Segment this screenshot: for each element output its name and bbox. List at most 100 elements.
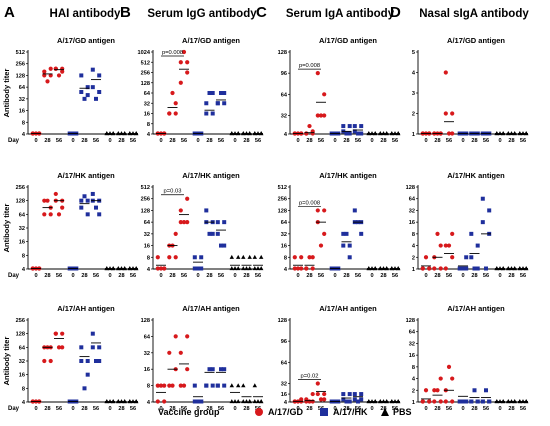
data-point-a17hk <box>464 255 469 260</box>
data-point-a17hk <box>94 205 98 210</box>
x-tick-label: 28 <box>380 138 386 144</box>
data-point-pbs <box>252 383 257 388</box>
data-point-pbs <box>244 266 249 271</box>
y-tick-label: 16 <box>144 244 150 250</box>
x-tick-label: 56 <box>520 406 526 412</box>
data-point-a17gd <box>56 212 62 217</box>
y-tick-label: 32 <box>19 226 25 232</box>
y-tick-label: 8 <box>22 386 25 392</box>
data-point-a17hk <box>472 388 477 393</box>
data-point-a17gd <box>420 266 425 271</box>
data-point-a17hk <box>222 91 227 95</box>
x-tick-label: 56 <box>392 273 398 279</box>
day-label: Day <box>8 138 20 144</box>
y-tick-label: 64 <box>409 330 416 336</box>
data-point-a17gd <box>322 391 327 397</box>
panels: A/17/GD antigen Antibody titer 4 8 16 32 64 128… <box>2 36 529 412</box>
data-point-a17hk <box>347 255 352 260</box>
data-point-a17gd <box>53 331 58 336</box>
data-point-a17gd <box>181 383 187 388</box>
y-tick-label: 256 <box>16 62 25 68</box>
data-point-a17gd <box>162 266 167 271</box>
data-point-a17hk <box>480 399 485 404</box>
x-tick-label: 56 <box>56 406 62 412</box>
data-point-a17gd <box>48 358 53 364</box>
data-point-a17hk <box>210 383 215 388</box>
y-tick-label: 32 <box>409 341 415 347</box>
data-point-a17gd <box>167 111 172 116</box>
y-tick-label: 512 <box>141 60 150 66</box>
data-point-a17hk <box>487 208 492 213</box>
y-tick-label: 4 <box>284 400 288 406</box>
data-point-a17hk <box>469 399 474 404</box>
data-point-a17hk <box>359 392 364 397</box>
day-label: Day <box>8 273 20 279</box>
data-point-a17hk <box>97 345 102 350</box>
y-tick-label: 128 <box>141 318 150 324</box>
x-tick-label: 0 <box>461 138 464 144</box>
data-point-a17gd <box>178 80 183 85</box>
data-point-pbs <box>259 399 264 404</box>
panel-D3: A/17/AH antigen 1 2 4 8 16 32 64 128 0 28 56 0 28 56 0 2… <box>406 304 529 412</box>
data-point-a17gd <box>158 383 164 388</box>
y-tick-label: 32 <box>409 208 415 214</box>
x-tick-label: 0 <box>159 406 162 412</box>
data-point-a17gd <box>432 399 437 404</box>
x-tick-label: 28 <box>206 273 212 279</box>
y-tick-label: 16 <box>409 353 415 359</box>
x-tick-label: 0 <box>333 273 336 279</box>
x-tick-label: 56 <box>355 406 361 412</box>
data-point-a17hk <box>79 90 84 95</box>
x-tick-label: 28 <box>44 273 50 279</box>
x-tick-label: 0 <box>461 273 464 279</box>
data-point-a17gd <box>181 220 187 225</box>
x-tick-label: 56 <box>181 406 187 412</box>
data-point-pbs <box>241 254 246 259</box>
x-tick-label: 28 <box>306 406 312 412</box>
data-point-a17hk <box>341 231 346 236</box>
panel-subtitle: A/17/GD antigen <box>182 36 240 45</box>
panel-D2: A/17/HK antigen 1 2 4 8 16 32 64 128 0 28 56 0 28 56 0 2… <box>406 171 529 279</box>
x-tick-label: 56 <box>130 138 136 144</box>
y-tick-label: 128 <box>278 208 287 214</box>
data-point-a17hk <box>475 399 480 404</box>
data-point-a17hk <box>344 231 349 236</box>
panel-title-a: HAI antibody <box>50 8 122 20</box>
x-tick-label: 28 <box>44 138 50 144</box>
y-tick-label: 4 <box>147 267 151 273</box>
panel-C1: A/17/GD antigen 4 32 64 96 128 0 28 56 0 28 56 0 28 56… <box>278 36 401 144</box>
data-point-a17gd <box>438 243 443 248</box>
data-point-a17gd <box>181 49 187 55</box>
panel-C2: A/17/HK antigen 4 8 16 32 64 128 256 512 0 28 56 0 28… <box>278 171 401 279</box>
x-tick-label: 0 <box>370 138 373 144</box>
data-point-a17gd <box>155 255 160 260</box>
y-axis-label: Antibody titer <box>2 337 11 386</box>
data-point-a17hk <box>210 111 215 116</box>
x-tick-label: 0 <box>196 273 199 279</box>
x-tick-label: 56 <box>93 406 99 412</box>
data-point-a17hk <box>85 85 90 90</box>
data-point-a17gd <box>60 69 65 74</box>
panel-subtitle: A/17/HK antigen <box>447 171 505 180</box>
data-point-a17hk <box>219 91 223 95</box>
x-tick-label: 28 <box>169 406 175 412</box>
y-tick-label: 96 <box>281 71 287 77</box>
y-tick-label: 4 <box>22 132 26 138</box>
data-point-a17hk <box>487 399 492 404</box>
y-tick-label: 64 <box>281 220 288 226</box>
p-value-label: p=0.008 <box>299 200 320 206</box>
data-point-a17hk <box>356 131 360 136</box>
data-point-a17gd <box>435 231 440 236</box>
data-point-a17gd <box>167 255 172 260</box>
data-point-a17gd <box>446 364 452 369</box>
x-tick-label: 0 <box>498 138 501 144</box>
data-point-pbs <box>252 399 257 404</box>
data-point-a17gd <box>162 399 167 404</box>
y-tick-label: 96 <box>281 339 287 345</box>
data-point-a17hk <box>79 205 84 210</box>
x-tick-label: 0 <box>108 406 111 412</box>
x-tick-label: 28 <box>206 138 212 144</box>
x-tick-label: 28 <box>434 406 440 412</box>
data-point-a17hk <box>222 220 227 225</box>
data-point-a17hk <box>199 255 204 260</box>
